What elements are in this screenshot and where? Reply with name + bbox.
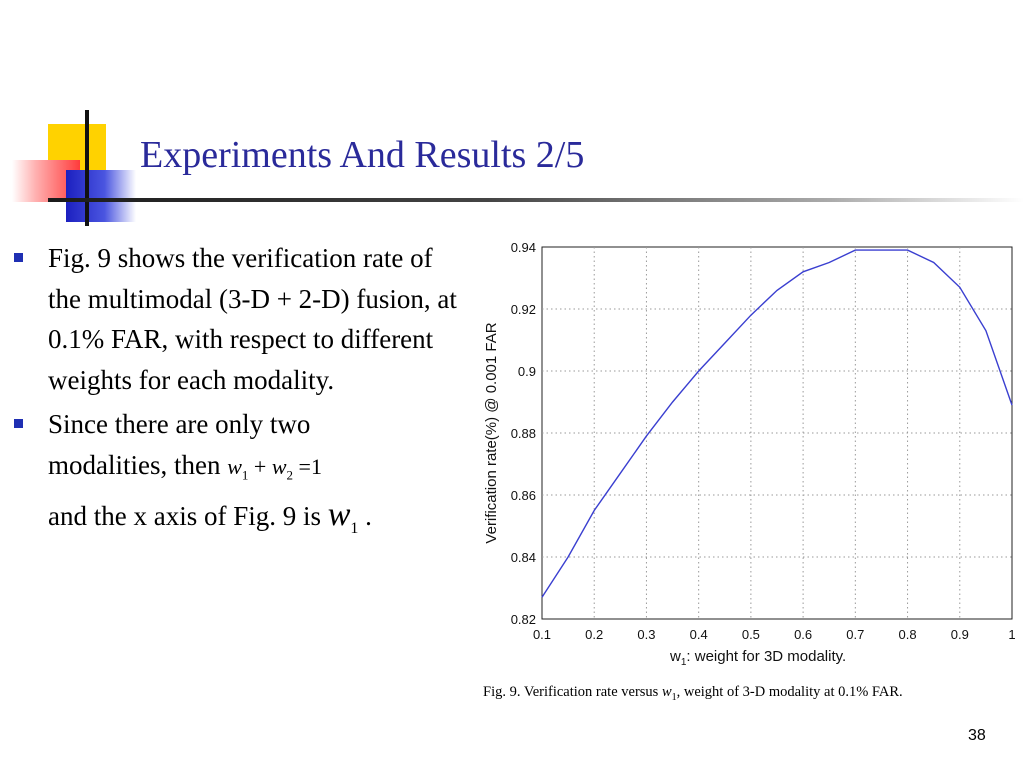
y-tick-labels: 0.94 0.92 0.9 0.88 0.86 0.84 0.82: [511, 240, 536, 627]
decor-vertical-line: [85, 110, 89, 226]
x-tick-label: 0.3: [637, 627, 655, 642]
y-axis-label: Verification rate(%) @ 0.001 FAR: [483, 322, 500, 543]
y-tick-label: 0.92: [511, 302, 536, 317]
figure-caption: Fig. 9. Verification rate versus w1, wei…: [483, 684, 903, 703]
y-tick-label: 0.94: [511, 240, 536, 255]
bullet-item-1: Fig. 9 shows the verification rate of th…: [10, 238, 470, 400]
bullet-2-line1: Since there are only two: [48, 409, 311, 439]
page-number: 38: [968, 727, 986, 744]
bullet-list: Fig. 9 shows the verification rate of th…: [10, 238, 470, 554]
bullet-2-line2-prefix: modalities, then: [48, 449, 221, 480]
bullet-2-line3-prefix: and the x axis of Fig. 9 is: [48, 501, 321, 532]
x-tick-label: 0.1: [533, 627, 551, 642]
bullet-square-icon: [14, 253, 23, 262]
axis-variable: w1: [327, 496, 359, 538]
x-tick-label: 0.2: [585, 627, 603, 642]
x-tick-label: 0.7: [846, 627, 864, 642]
y-tick-label: 0.84: [511, 550, 536, 565]
y-tick-label: 0.86: [511, 488, 536, 503]
x-tick-label: 0.4: [690, 627, 708, 642]
y-tick-label: 0.9: [518, 364, 536, 379]
x-tick-label: 0.5: [742, 627, 760, 642]
y-tick-label: 0.88: [511, 426, 536, 441]
x-tick-label: 0.8: [899, 627, 917, 642]
bullet-1-text: Fig. 9 shows the verification rate of th…: [48, 243, 457, 395]
title-underline: [48, 198, 1024, 202]
equation: w1 + w2 =1: [227, 453, 322, 482]
x-axis-label: w1: weight for 3D modality.: [669, 648, 846, 668]
bullet-square-icon: [14, 419, 23, 428]
x-tick-label: 1: [1008, 627, 1015, 642]
x-tick-labels: 0.1 0.2 0.3 0.4 0.5 0.6 0.7 0.8 0.9 1: [533, 627, 1016, 642]
bullet-item-2: Since there are only two modalities, the…: [10, 404, 470, 550]
x-tick-label: 0.9: [951, 627, 969, 642]
grid: [542, 247, 1012, 619]
slide-title: Experiments And Results 2/5: [140, 134, 585, 176]
series-line: [541, 249, 1013, 598]
verification-rate-chart: 0.94 0.92 0.9 0.88 0.86 0.84 0.82 0.1 0.2 0.3 0.4…: [483, 240, 1016, 668]
x-tick-label: 0.6: [794, 627, 812, 642]
decor-blue-square: [66, 170, 136, 222]
bullet-2-suffix: .: [365, 501, 372, 532]
y-tick-label: 0.82: [511, 612, 536, 627]
